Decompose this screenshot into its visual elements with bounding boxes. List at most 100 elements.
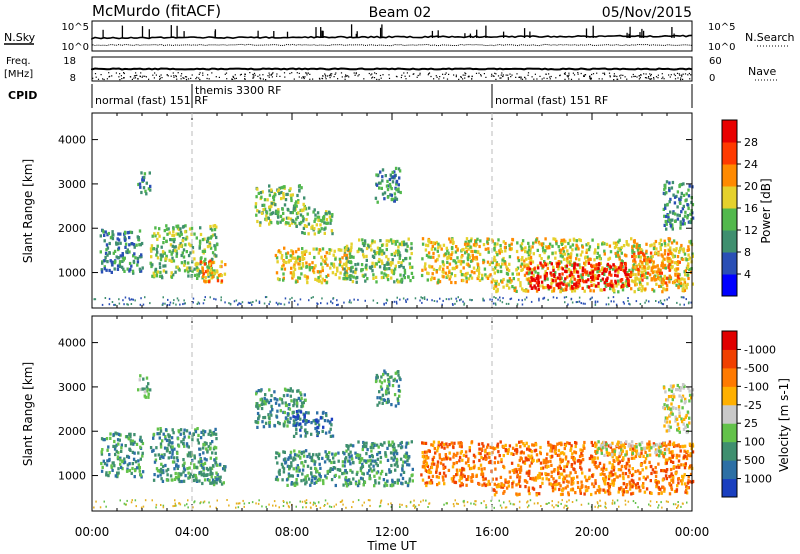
echo-cell xyxy=(393,176,396,180)
echo-cell xyxy=(303,413,306,417)
echo-cell xyxy=(561,255,564,259)
echo-cell xyxy=(506,267,509,271)
echo-cell xyxy=(631,251,634,255)
echo-cell xyxy=(593,267,597,271)
echo-cell xyxy=(386,179,389,183)
echo-cell xyxy=(300,396,303,401)
nave-dot xyxy=(480,74,482,76)
echo-cell xyxy=(362,253,365,257)
echo-cell xyxy=(321,429,324,433)
echo-cell xyxy=(283,450,286,454)
echo-cell xyxy=(209,269,213,273)
echo-cell xyxy=(376,246,380,250)
echo-cell xyxy=(604,475,607,479)
echo-cell xyxy=(680,463,683,467)
echo-cell xyxy=(424,460,427,464)
echo-cell xyxy=(370,241,374,245)
echo-cell xyxy=(535,238,538,242)
echo-cell xyxy=(298,468,301,472)
echo-cell xyxy=(665,288,669,292)
echo-cell xyxy=(429,240,433,245)
echo-cell xyxy=(396,280,400,284)
speckle-cell xyxy=(385,298,388,301)
echo-cell xyxy=(106,246,110,250)
echo-cell xyxy=(451,465,455,469)
echo-cell xyxy=(114,445,117,449)
echo-cell xyxy=(513,286,516,291)
echo-cell xyxy=(668,237,672,241)
nave-dot xyxy=(283,72,286,74)
echo-cell xyxy=(493,255,496,259)
echo-cell xyxy=(299,422,302,426)
echo-cell xyxy=(289,453,292,458)
echo-cell xyxy=(173,237,176,241)
echo-cell xyxy=(317,215,321,219)
echo-cell xyxy=(479,463,483,467)
echo-cell xyxy=(198,239,202,243)
echo-cell xyxy=(136,256,140,260)
echo-cell xyxy=(585,250,588,254)
echo-cell xyxy=(263,207,267,211)
echo-cell xyxy=(296,401,299,405)
nave-dot xyxy=(357,75,359,77)
echo-cell xyxy=(524,250,527,254)
echo-cell xyxy=(191,438,194,442)
echo-cell xyxy=(563,252,567,256)
echo-cell xyxy=(320,262,323,266)
echo-cell xyxy=(644,287,647,291)
echo-cell xyxy=(196,427,199,431)
echo-cell xyxy=(213,269,216,273)
echo-cell xyxy=(678,445,682,449)
echo-cell xyxy=(398,256,401,260)
echo-cell xyxy=(256,411,260,416)
echo-cell xyxy=(145,385,149,389)
echo-cell xyxy=(659,238,663,242)
nave-dot xyxy=(507,77,509,79)
echo-cell xyxy=(568,238,572,242)
echo-cell xyxy=(328,421,332,425)
echo-cell xyxy=(454,261,458,265)
echo-cell xyxy=(368,455,371,459)
echo-cell xyxy=(203,430,207,434)
echo-cell xyxy=(180,261,184,265)
echo-cell xyxy=(210,466,214,471)
echo-cell xyxy=(668,262,671,266)
echo-cell xyxy=(472,266,476,270)
nave-dot xyxy=(491,73,493,75)
echo-cell xyxy=(183,263,186,267)
echo-cell xyxy=(368,265,372,269)
echo-cell xyxy=(459,259,462,263)
echo-cell xyxy=(104,230,107,234)
echo-cell xyxy=(597,284,600,288)
nave-dot xyxy=(531,76,533,78)
echo-cell xyxy=(641,260,644,265)
nave-dot xyxy=(501,72,503,74)
echo-cell xyxy=(105,248,108,252)
echo-cell xyxy=(383,191,387,195)
echo-cell xyxy=(495,262,499,266)
echo-cell xyxy=(200,473,203,477)
echo-cell xyxy=(638,246,641,250)
echo-cell xyxy=(465,246,468,250)
echo-cell xyxy=(452,445,455,450)
echo-cell xyxy=(277,210,280,214)
echo-cell xyxy=(132,457,136,461)
echo-cell xyxy=(318,248,321,252)
echo-cell xyxy=(319,270,322,274)
echo-cell xyxy=(385,275,389,279)
echo-cell xyxy=(478,278,482,282)
echo-cell xyxy=(562,288,565,292)
echo-cell xyxy=(112,461,115,465)
echo-cell xyxy=(653,242,656,246)
echo-cell xyxy=(129,448,132,452)
echo-cell xyxy=(280,254,284,258)
echo-cell xyxy=(192,478,196,483)
speckle-cell xyxy=(169,301,172,304)
echo-region-12 xyxy=(525,261,632,292)
nave-dot xyxy=(289,72,291,75)
echo-cell xyxy=(626,277,629,281)
echo-cell xyxy=(680,479,683,483)
echo-cell xyxy=(399,190,402,195)
echo-cell xyxy=(481,273,484,277)
nave-dot xyxy=(478,72,480,74)
